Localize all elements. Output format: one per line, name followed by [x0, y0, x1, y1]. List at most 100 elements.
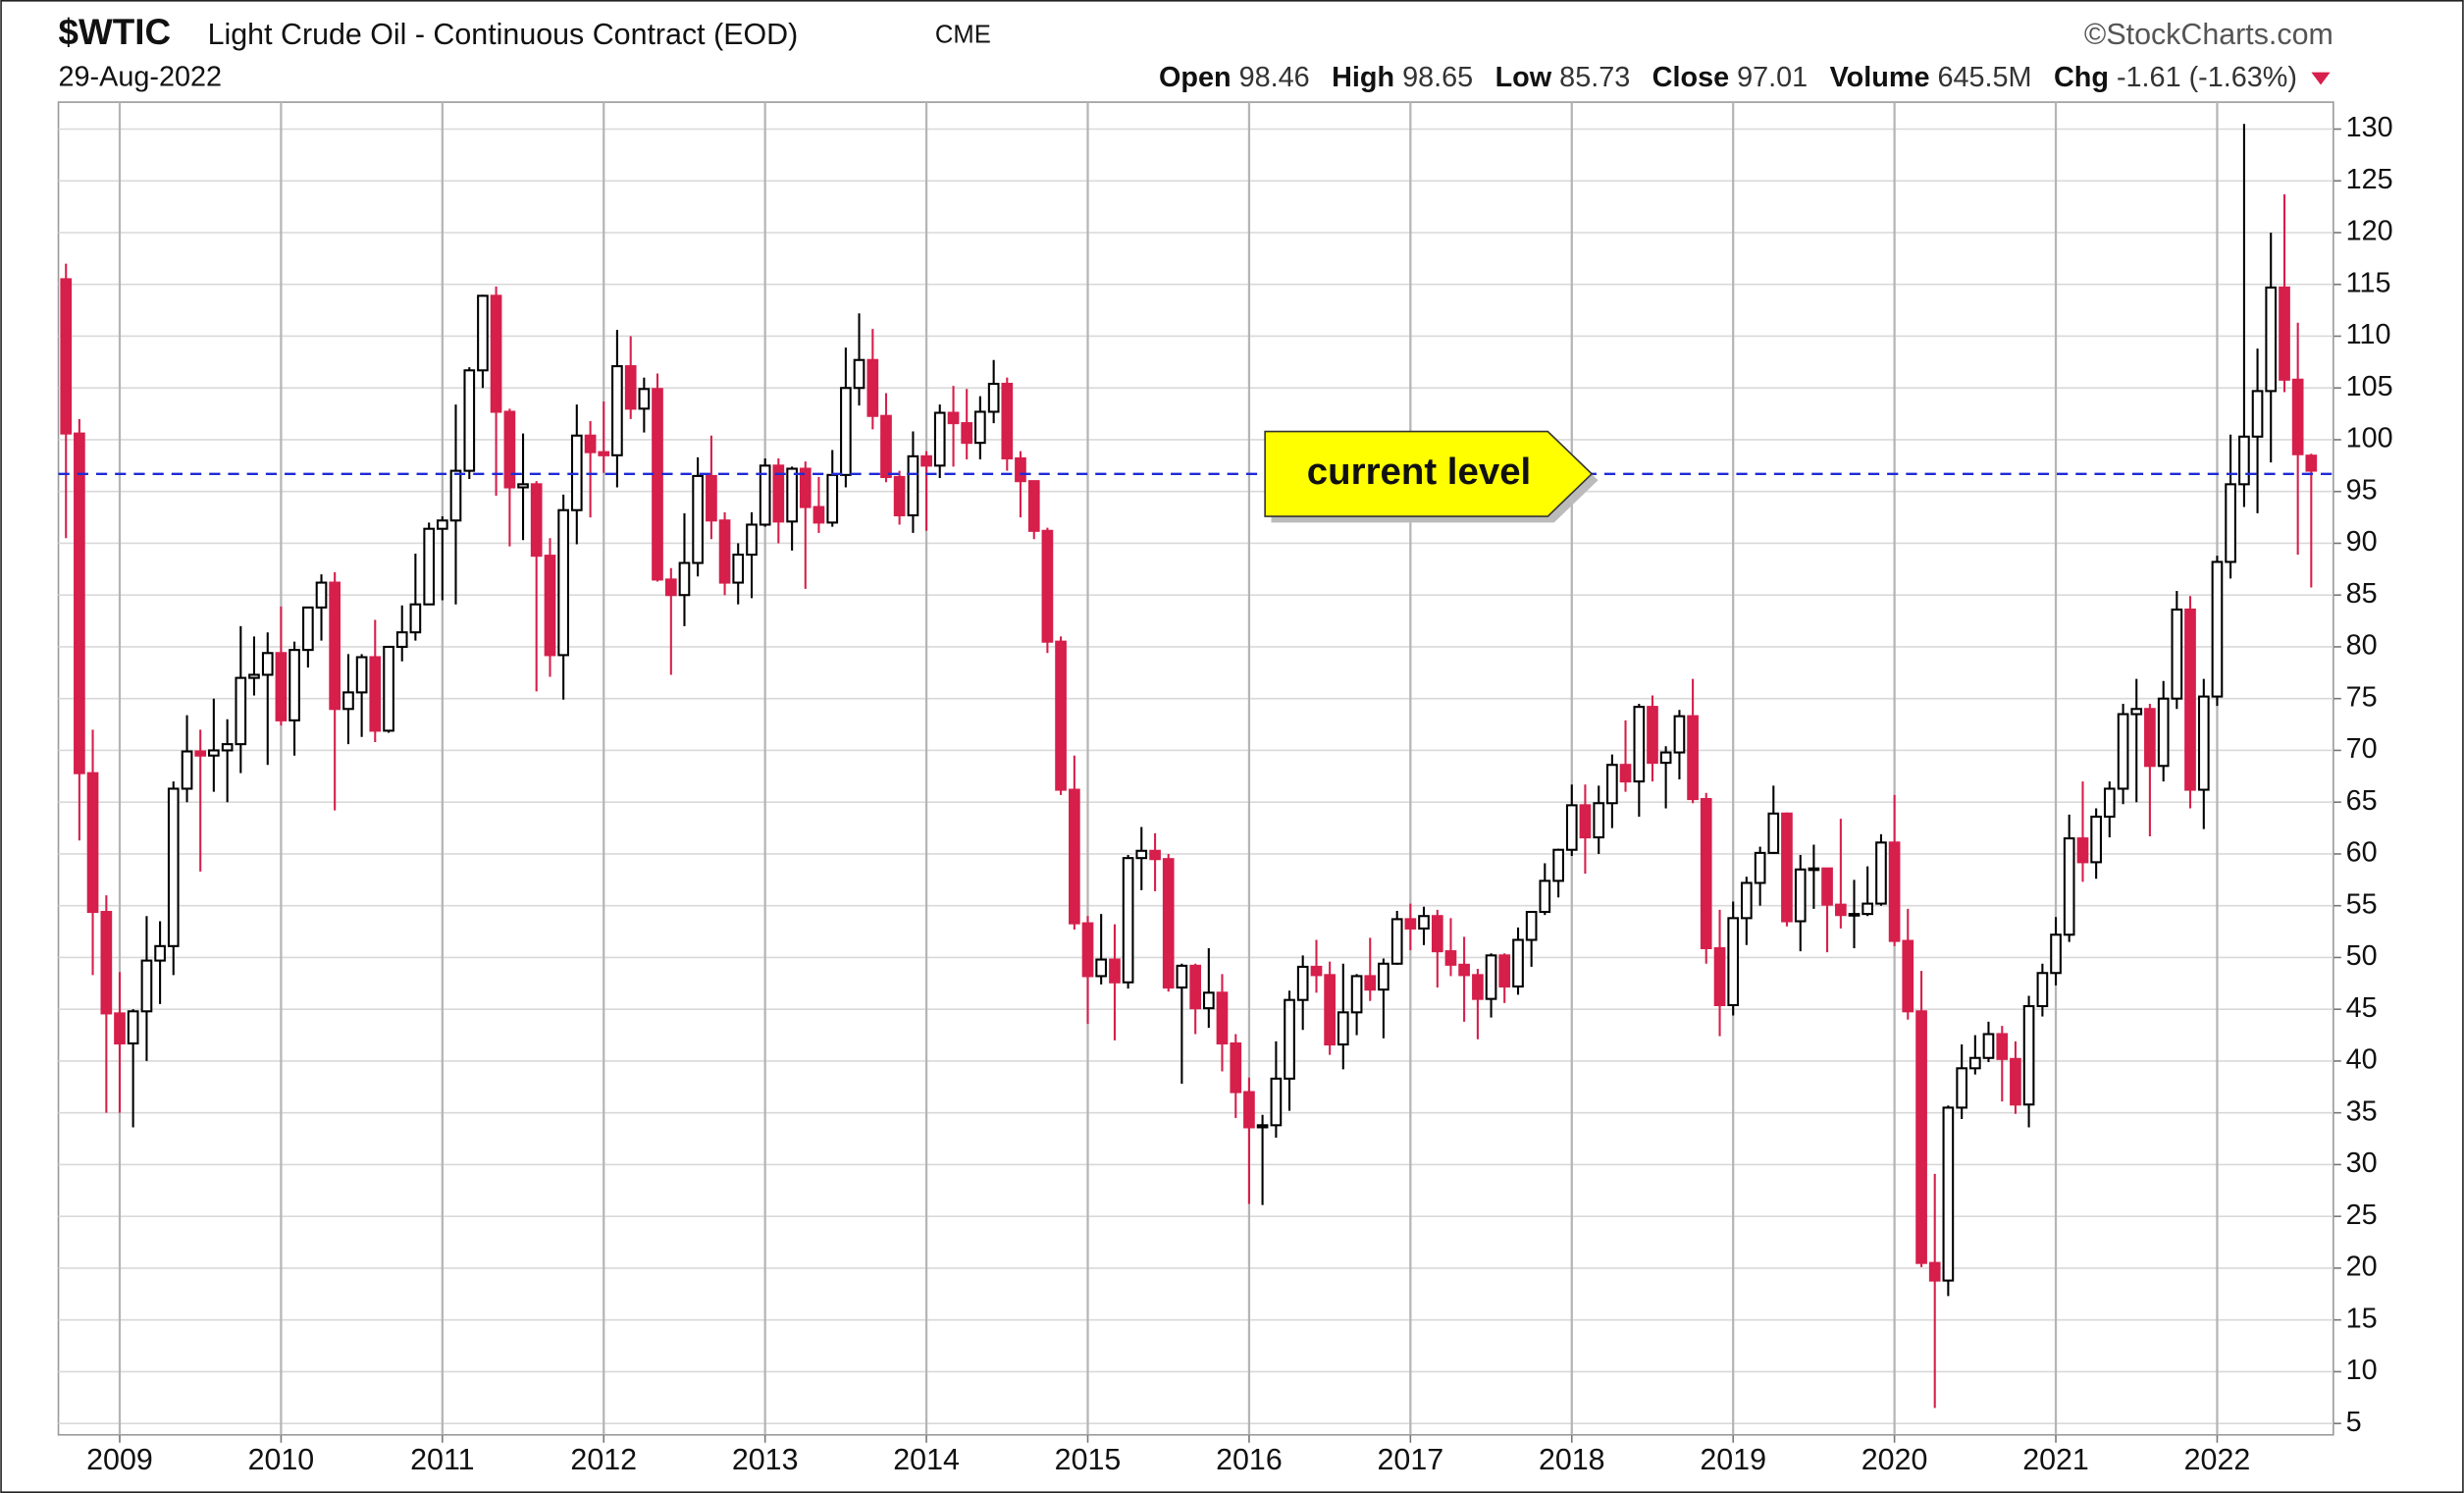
- candle-body: [813, 506, 825, 524]
- candle-body: [866, 358, 879, 417]
- candle-body: [2130, 708, 2143, 716]
- exchange: CME: [935, 22, 991, 49]
- candle-body: [826, 473, 839, 524]
- stat-label: Low: [1495, 62, 1552, 93]
- candle-body: [1418, 915, 1430, 930]
- stat-value: 98.65: [1402, 62, 1473, 93]
- candle-body: [1230, 1041, 1242, 1093]
- candle-body: [772, 464, 785, 523]
- instrument-name: Light Crude Oil - Continuous Contract (E…: [208, 18, 799, 51]
- candle-body: [1284, 998, 1295, 1080]
- candle-body: [1821, 867, 1833, 906]
- candle-body: [127, 1010, 139, 1045]
- candle-body: [880, 414, 892, 478]
- candle-body: [1324, 974, 1336, 1046]
- candle-body: [1162, 858, 1175, 989]
- stat-value: 85.73: [1559, 62, 1630, 93]
- candle-body: [1256, 1124, 1269, 1129]
- candle-body: [1740, 881, 1753, 920]
- candle-body: [598, 451, 610, 456]
- plot-area: [57, 101, 2334, 1436]
- y-tick-label: 30: [2346, 1147, 2378, 1179]
- candle-body: [1337, 1011, 1349, 1046]
- stat-value: 98.46: [1239, 62, 1310, 93]
- candle-body: [167, 787, 180, 947]
- candle-body: [2010, 1057, 2021, 1106]
- candle-body: [436, 519, 448, 530]
- candle-body: [275, 652, 288, 721]
- candle-body: [1552, 848, 1564, 882]
- y-tick-label: 50: [2346, 940, 2378, 972]
- candle-body: [664, 578, 677, 597]
- y-tick-label: 5: [2346, 1407, 2362, 1438]
- candle-body: [1095, 958, 1108, 978]
- candle-body: [423, 527, 436, 606]
- candle-body: [920, 454, 932, 467]
- y-tick-label: 15: [2346, 1303, 2378, 1334]
- y-tick-label: 105: [2346, 371, 2393, 402]
- y-tick-label: 100: [2346, 423, 2393, 454]
- candle-body: [732, 554, 745, 584]
- annotation-text: current level: [1307, 451, 1531, 493]
- candle-body: [1001, 382, 1014, 460]
- candle-body: [1835, 903, 1847, 917]
- candle-body: [154, 944, 166, 962]
- candle-body: [1498, 954, 1511, 988]
- candle-body: [1633, 706, 1646, 783]
- y-tick-label: 40: [2346, 1044, 2378, 1076]
- stat-label: High: [1332, 62, 1394, 93]
- y-tick-label: 10: [2346, 1355, 2378, 1386]
- candle-body: [288, 649, 300, 721]
- y-tick-label: 95: [2346, 474, 2378, 506]
- candle-body: [1378, 962, 1389, 991]
- stat-label: Close: [1652, 62, 1729, 93]
- candle-body: [853, 358, 865, 390]
- y-tick-label: 85: [2346, 578, 2378, 610]
- candle-body: [1619, 764, 1632, 783]
- candle-body: [1673, 715, 1686, 754]
- candle-body: [718, 519, 731, 584]
- candle-body: [1700, 797, 1712, 949]
- y-tick-label: 125: [2346, 164, 2393, 195]
- candle-body: [611, 365, 623, 456]
- candle-body: [1659, 751, 1672, 765]
- candle-body: [1606, 764, 1618, 805]
- x-tick-label: 2019: [1700, 1443, 1766, 1476]
- candle-body: [2157, 697, 2170, 768]
- candle-body: [1875, 841, 1887, 905]
- candle-body: [1081, 922, 1094, 978]
- candle-body: [1041, 529, 1054, 643]
- candle-body: [315, 581, 328, 609]
- date: 29-Aug-2022: [59, 62, 223, 93]
- x-tick-label: 2021: [2022, 1443, 2089, 1476]
- candle-body: [181, 750, 193, 790]
- x-tick-label: 2016: [1216, 1443, 1283, 1476]
- candle-body: [395, 631, 408, 649]
- candle-body: [544, 555, 556, 657]
- candle-body: [302, 606, 314, 652]
- candle-body: [1579, 804, 1592, 839]
- candle-body: [1565, 804, 1578, 851]
- candle-body: [477, 294, 489, 372]
- candle-body: [194, 750, 207, 757]
- y-tick-label: 110: [2346, 319, 2391, 350]
- candle-body: [652, 388, 663, 581]
- candle-body: [624, 365, 637, 410]
- candle-body: [1982, 1033, 1995, 1059]
- candle-body: [893, 475, 906, 517]
- candle-body: [60, 278, 73, 435]
- candle-body: [1767, 812, 1780, 854]
- candle-body: [1942, 1106, 1955, 1282]
- candle-body: [1996, 1033, 2009, 1060]
- candle-body: [1525, 910, 1538, 941]
- candle-body: [1968, 1056, 1981, 1070]
- candle-body: [1915, 1010, 1927, 1264]
- candle-body: [987, 382, 1000, 413]
- candle-body: [490, 294, 502, 413]
- candle-body: [1027, 480, 1040, 532]
- candle-body: [2211, 560, 2224, 698]
- candle-body: [2184, 608, 2196, 791]
- candle-body: [1350, 975, 1363, 1014]
- candle-body: [329, 581, 341, 711]
